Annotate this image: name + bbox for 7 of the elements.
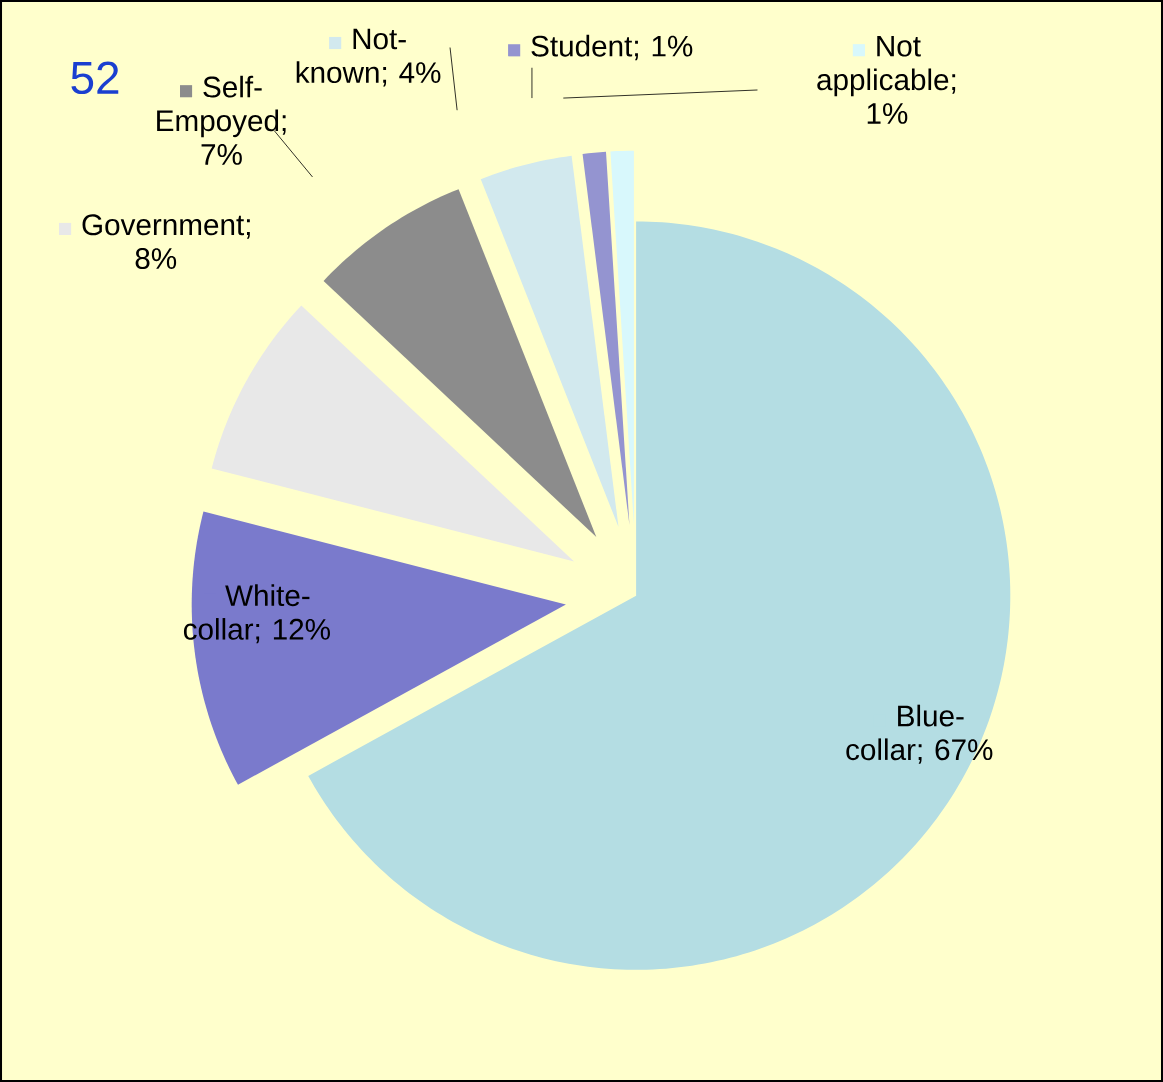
legend-label: Self-Empoyed; 7%	[157, 75, 286, 165]
slice-label: Blue-collar; 67%	[846, 704, 993, 764]
legend-label: Not-known; 4%	[296, 28, 441, 87]
legend-label: Student; 1%	[531, 34, 693, 61]
legend-label: Government; 8%	[82, 214, 250, 270]
legend-label: Not applicable; 1%	[817, 35, 956, 124]
text: 52	[71, 61, 119, 95]
